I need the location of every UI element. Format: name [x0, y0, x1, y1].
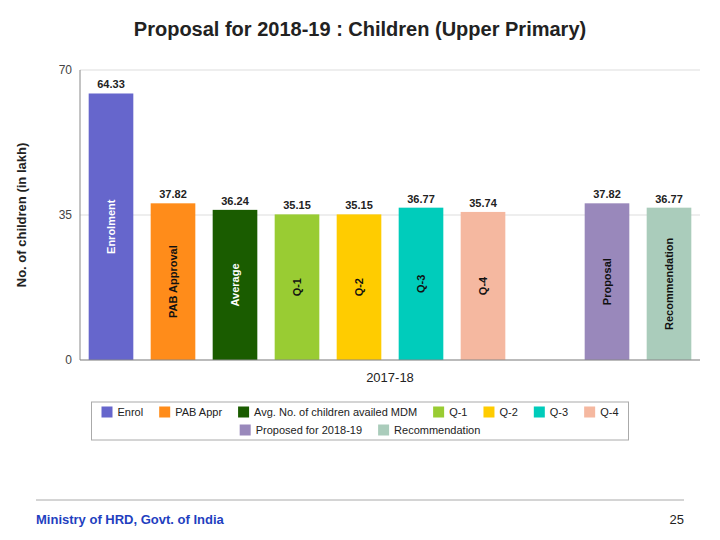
legend-swatch — [433, 407, 444, 418]
bar — [337, 214, 382, 360]
legend-label: Avg. No. of children availed MDM — [254, 406, 417, 418]
data-label: 36.77 — [407, 193, 435, 205]
legend-box — [92, 402, 629, 440]
footer-rule — [36, 500, 684, 501]
legend-swatch — [378, 425, 389, 436]
data-label: 37.82 — [159, 188, 187, 200]
y-axis-label: No. of children (in lakh) — [14, 143, 29, 287]
legend-item: Recommendation — [378, 424, 480, 436]
legend-item: PAB Appr — [159, 406, 222, 418]
footer: Ministry of HRD, Govt. of India — [36, 512, 225, 527]
legend-swatch — [584, 407, 595, 418]
data-label: 35.15 — [283, 199, 311, 211]
legend-swatch — [534, 407, 545, 418]
legend-item: Q-2 — [483, 406, 517, 418]
legend-label: Q-4 — [600, 406, 618, 418]
legend-swatch — [159, 407, 170, 418]
data-label: 36.77 — [655, 193, 683, 205]
category-label: Proposal — [601, 258, 613, 305]
data-label: 64.33 — [97, 78, 125, 90]
legend-label: Recommendation — [394, 424, 480, 436]
bar — [585, 203, 630, 360]
category-label: Recommendation — [663, 237, 675, 330]
bar — [399, 208, 444, 360]
legend-label: Q-2 — [499, 406, 517, 418]
category-label: Q-2 — [353, 278, 365, 296]
bar — [151, 203, 196, 360]
bar — [89, 93, 134, 360]
data-label: 36.24 — [221, 195, 249, 207]
legend-swatch — [238, 407, 249, 418]
legend-label: Q-3 — [550, 406, 568, 418]
legend-swatch — [483, 407, 494, 418]
legend-label: Enrol — [118, 406, 144, 418]
legend-swatch — [102, 407, 113, 418]
legend-label: Q-1 — [449, 406, 467, 418]
category-label: Q-1 — [291, 278, 303, 296]
grid-line — [80, 360, 700, 361]
legend-item: Avg. No. of children availed MDM — [238, 406, 417, 418]
x-axis-line — [80, 360, 700, 361]
category-label: Q-3 — [415, 275, 427, 293]
bar — [461, 212, 506, 360]
data-label: 35.15 — [345, 199, 373, 211]
x-axis-label: 2017-18 — [366, 370, 414, 385]
labels: 64.33 Enrolment 37.82 PAB Approval 36.24 Aver… — [97, 78, 683, 329]
data-label: 35.74 — [469, 197, 497, 209]
legend: Enrol PAB Appr Avg. No. of children availe… — [92, 402, 629, 440]
legend-label: Proposed for 2018-19 — [256, 424, 362, 436]
legend-item: Q-3 — [534, 406, 568, 418]
y-tick-label: 0 — [65, 353, 72, 367]
legend-item: Q-4 — [584, 406, 618, 418]
bars — [89, 93, 692, 360]
bar — [647, 208, 692, 360]
legend-item: Enrol — [102, 406, 144, 418]
background — [0, 0, 720, 540]
legend-label: PAB Appr — [175, 406, 222, 418]
legend-item: Proposed for 2018-19 — [240, 424, 362, 436]
legend-swatch — [240, 425, 251, 436]
grid-line — [80, 70, 700, 71]
y-axis-line — [80, 70, 81, 360]
chart: Proposal for 2018-19 : Children (Upper P… — [0, 0, 720, 540]
category-label: Average — [229, 263, 241, 306]
category-label: PAB Approval — [167, 245, 179, 318]
bar — [213, 210, 258, 360]
bar — [275, 214, 320, 360]
title: Proposal for 2018-19 : Children (Upper P… — [134, 18, 586, 40]
category-label: Enrolment — [105, 199, 117, 254]
page-number: 25 — [670, 512, 684, 527]
y-tick-label: 35 — [59, 208, 73, 222]
y-tick-label: 70 — [59, 63, 73, 77]
data-label: 37.82 — [593, 188, 621, 200]
category-label: Q-4 — [477, 276, 489, 295]
legend-item: Q-1 — [433, 406, 467, 418]
